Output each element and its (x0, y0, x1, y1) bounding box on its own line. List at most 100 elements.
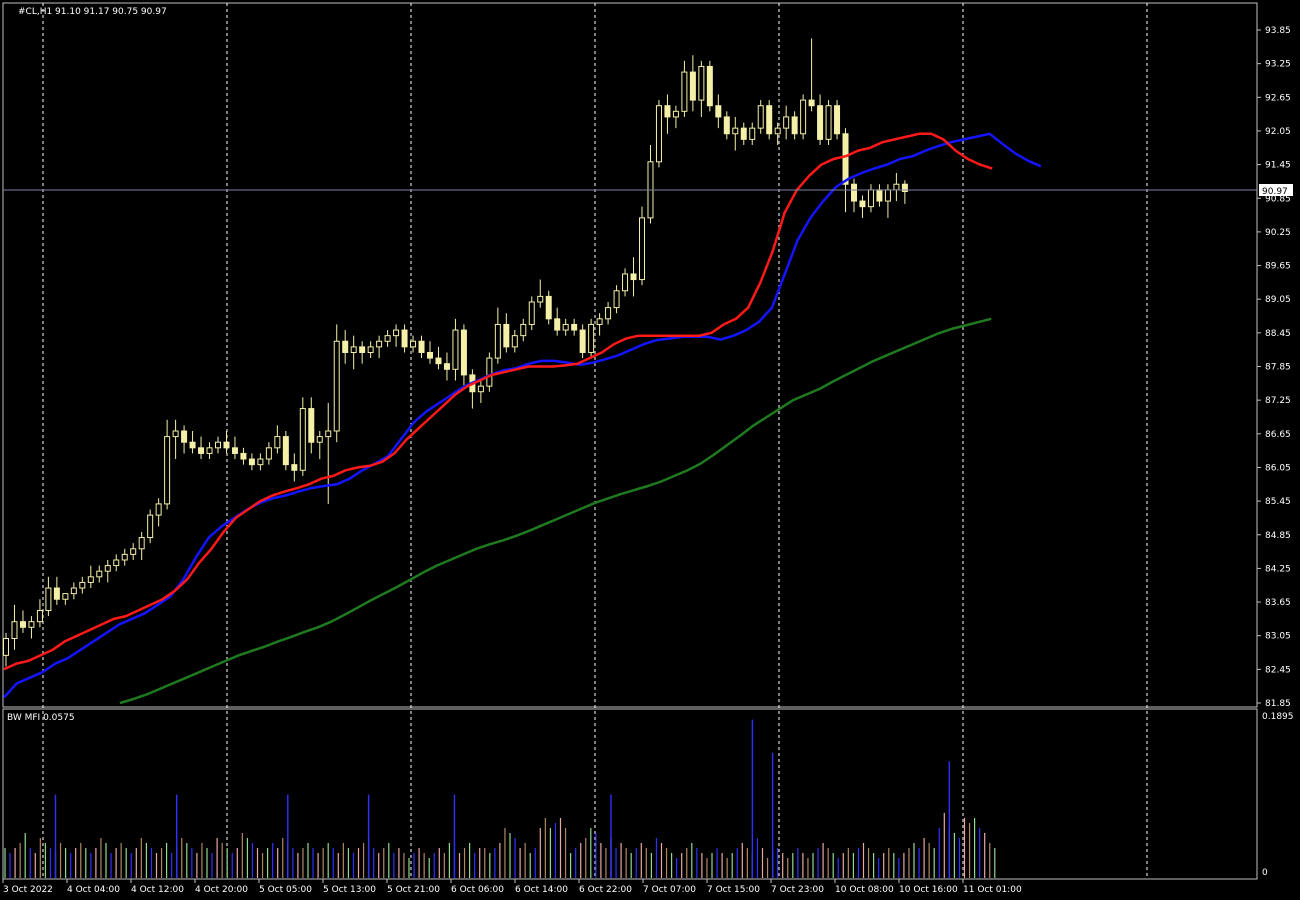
candle-body (19, 621, 26, 628)
candle-body (537, 295, 544, 303)
time-tick-label: 5 Oct 05:00 (259, 885, 312, 895)
candle-body (723, 116, 730, 135)
candle-body (189, 441, 196, 449)
candle-body (172, 430, 179, 438)
candle-body (79, 581, 86, 589)
candle-body (384, 335, 391, 342)
time-tick-label: 4 Oct 12:00 (131, 885, 184, 895)
candle-body (613, 290, 620, 309)
candle-body (834, 105, 841, 135)
price-tick-label: 84.25 (1265, 564, 1291, 574)
candle-body (901, 183, 908, 193)
candle-body (655, 105, 662, 163)
candle-body (393, 329, 400, 337)
candle-body (45, 587, 52, 611)
price-tick-label: 88.45 (1265, 329, 1291, 339)
moving-averages-layer (3, 132, 1042, 705)
candle-body (28, 621, 35, 628)
candle-body (36, 609, 43, 623)
candle-body (545, 295, 552, 320)
candle-body (571, 323, 578, 331)
indicator-panel[interactable] (2, 708, 1258, 880)
indicator-header: BW MFI 0.0575 (7, 713, 75, 723)
last-price-tag-bg (1259, 184, 1293, 196)
candle-body (732, 127, 739, 135)
candle-body (265, 447, 272, 460)
ma-fast-line (3, 132, 993, 671)
time-axis[interactable]: 3 Oct 2022 4 Oct 04:00 4 Oct 12:00 4 Oct 20… (2, 879, 1022, 895)
candle-body (596, 318, 603, 325)
candle-body (223, 441, 230, 449)
candle-body (113, 559, 120, 567)
candles-layer (3, 38, 908, 667)
candle-body (147, 514, 154, 539)
price-tick-label: 82.45 (1265, 665, 1291, 675)
ma-mid-line (3, 132, 1042, 699)
candle-body (87, 576, 94, 583)
indicator-max-label: 0.1895 (1262, 712, 1294, 722)
candle-body (664, 105, 671, 118)
price-tick-label: 89.65 (1265, 262, 1291, 272)
candle-body (418, 340, 425, 353)
time-tick-label: 5 Oct 13:00 (323, 885, 376, 895)
price-tick-label: 83.65 (1265, 598, 1291, 608)
candle-body (689, 71, 696, 101)
candle-body (62, 593, 69, 600)
candle-body (240, 452, 247, 460)
candle-body (452, 329, 459, 370)
price-tick-label: 93.25 (1265, 60, 1291, 70)
candle-body (274, 436, 281, 449)
candle-body (800, 99, 807, 135)
candle-body (198, 447, 205, 454)
candle-body (299, 408, 306, 471)
time-tick-label: 3 Oct 2022 (3, 885, 53, 895)
price-tick-label: 93.85 (1265, 26, 1291, 36)
candle-body (825, 105, 832, 140)
candle-body (715, 105, 722, 118)
candle-body (96, 570, 103, 578)
candle-body (562, 323, 569, 331)
candle-body (672, 110, 679, 118)
candle-body (486, 357, 493, 387)
candle-body (181, 430, 188, 443)
price-tick-label: 86.05 (1265, 463, 1291, 473)
candle-body (435, 357, 442, 365)
candle-body (164, 436, 171, 505)
time-tick-label: 11 Oct 01:00 (963, 885, 1022, 895)
candle-body (215, 441, 221, 449)
price-tick-label: 84.85 (1265, 531, 1291, 541)
candle-body (291, 464, 298, 471)
candle-body (791, 116, 798, 135)
candle-body (639, 217, 645, 281)
indicator-zero-label: 0 (1262, 868, 1268, 878)
candle-body (579, 329, 586, 353)
candle-body (342, 340, 349, 353)
candle-body (503, 323, 510, 348)
candle-body (817, 105, 824, 140)
candle-body (528, 301, 535, 325)
time-tick-label: 4 Oct 20:00 (195, 885, 248, 895)
candle-body (622, 273, 629, 292)
price-tick-label: 89.05 (1265, 295, 1291, 305)
candle-body (681, 71, 688, 112)
main-panel[interactable] (2, 2, 1258, 708)
price-tick-label: 92.05 (1265, 127, 1291, 137)
grid-lines (42, 3, 1148, 879)
candle-body (206, 447, 213, 454)
time-tick-label: 7 Oct 23:00 (771, 885, 824, 895)
candle-body (749, 127, 756, 140)
time-tick-label: 5 Oct 21:00 (387, 885, 440, 895)
candle-body (316, 436, 323, 443)
candle-body (410, 340, 417, 348)
bw-mfi-histogram (4, 719, 996, 878)
candle-body (130, 548, 137, 555)
candle-body (605, 307, 612, 320)
candle-body (443, 363, 450, 370)
candle-body (308, 408, 315, 443)
candle-body (588, 323, 595, 353)
time-tick-label: 6 Oct 22:00 (579, 885, 632, 895)
time-tick-label: 10 Oct 16:00 (899, 885, 958, 895)
candle-body (53, 587, 60, 600)
price-axis[interactable]: 93.85 93.25 92.65 92.05 91.45 90.85 90.25 89.65… (1257, 26, 1291, 709)
